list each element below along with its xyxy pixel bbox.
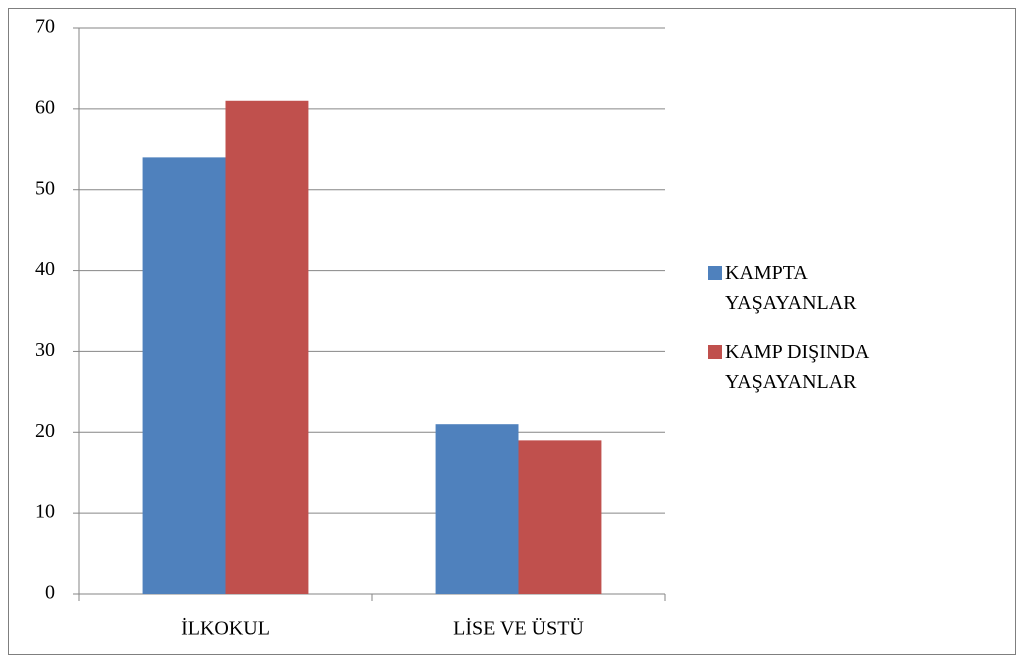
legend-swatch [708, 266, 722, 280]
bar [225, 100, 309, 595]
y-tick-label: 60 [35, 96, 55, 118]
y-tick-label: 70 [35, 16, 55, 38]
legend-label: KAMPTA YAŞAYANLAR [725, 262, 857, 314]
legend-entry: KAMP DIŞINDA YAŞAYANLAR [708, 337, 915, 397]
y-tick-label: 40 [35, 258, 55, 280]
bar [518, 440, 602, 594]
legend-swatch [708, 345, 722, 359]
y-tick-label: 50 [35, 177, 55, 199]
x-tick-label: İLKOKUL [181, 617, 270, 640]
bar [435, 424, 519, 594]
legend-entry: KAMPTA YAŞAYANLAR [708, 258, 915, 318]
chart-border [8, 8, 1016, 655]
y-tick-label: 30 [35, 339, 55, 361]
y-tick-label: 0 [45, 582, 55, 604]
legend-label: KAMP DIŞINDA YAŞAYANLAR [725, 341, 869, 393]
x-tick-label: LİSE VE ÜSTÜ [453, 617, 584, 640]
y-tick-label: 20 [35, 420, 55, 442]
y-tick-label: 10 [35, 501, 55, 523]
bar [142, 157, 226, 594]
